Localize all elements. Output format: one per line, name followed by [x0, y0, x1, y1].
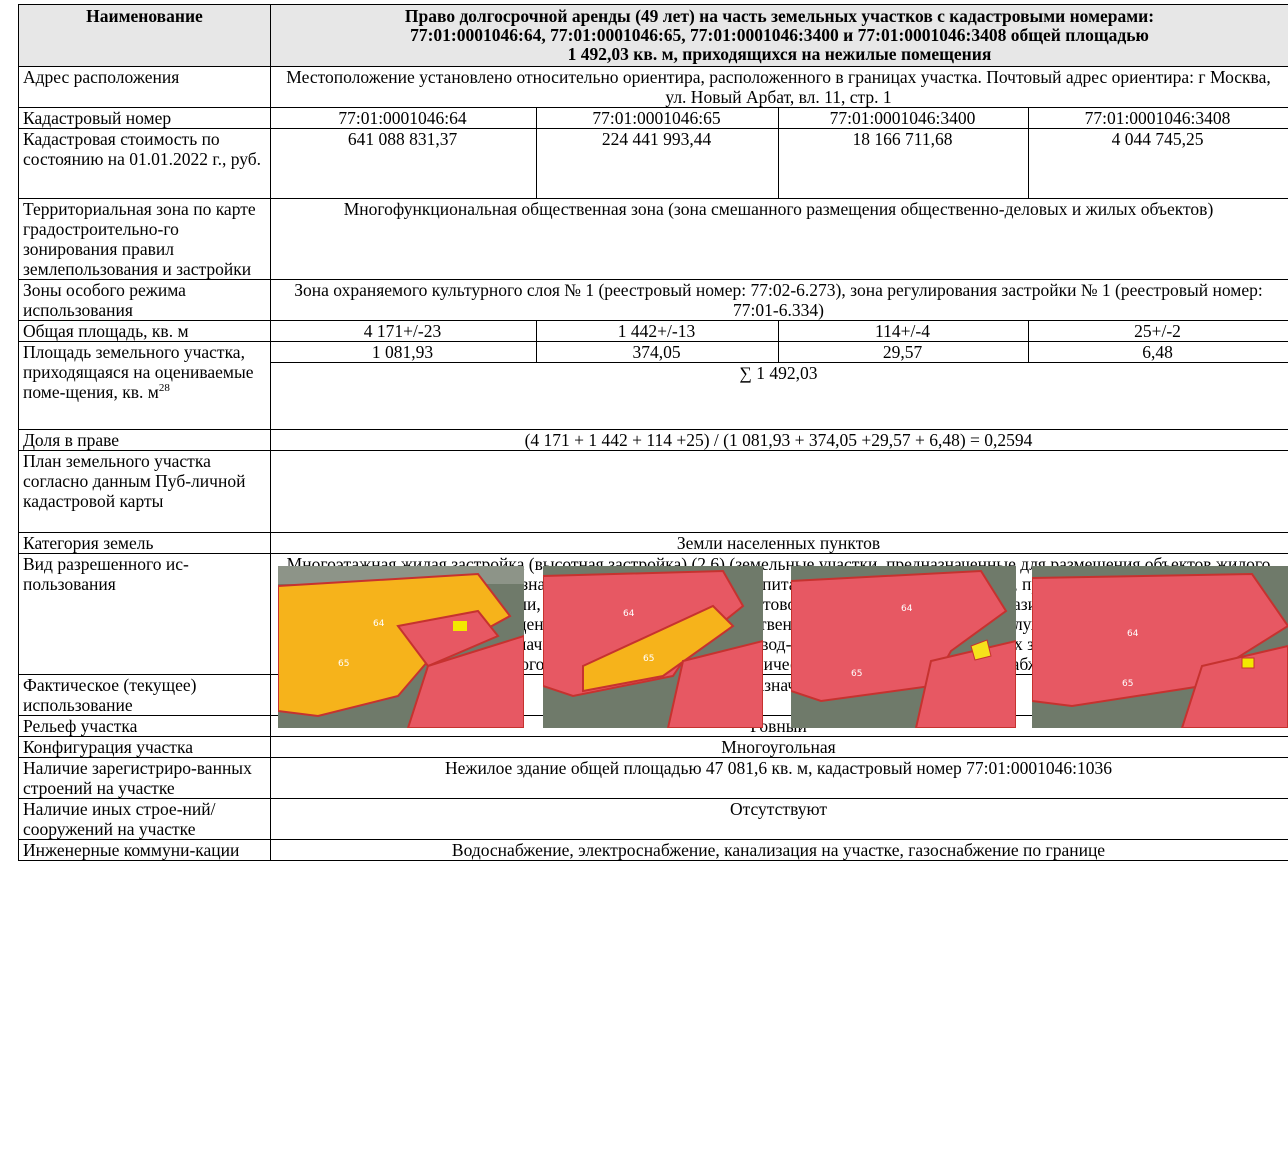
- plan-map-3408: 64 65: [1032, 566, 1288, 728]
- cost-3400: 18 166 711,68: [778, 128, 1029, 199]
- label-configuration: Конфигурация участка: [18, 736, 271, 758]
- row-category: Категория земель Земли населенных пункто…: [18, 532, 1288, 554]
- label-other-buildings: Наличие иных строе-ний/сооружений на уча…: [18, 798, 271, 840]
- label-share: Доля в праве: [18, 429, 271, 451]
- area-share-65: 374,05: [536, 341, 779, 363]
- value-zone: Многофункциональная общественная зона (з…: [270, 198, 1288, 280]
- label-permitted-use: Вид разрешенного ис-пользования: [18, 553, 271, 675]
- area-total-64: 4 171+/-23: [270, 320, 537, 342]
- svg-text:65: 65: [851, 669, 862, 679]
- row-configuration: Конфигурация участка Многоугольная: [18, 736, 1288, 758]
- area-total-65: 1 442+/-13: [536, 320, 779, 342]
- svg-text:64: 64: [901, 604, 913, 614]
- row-cost: Кадастровая стоимость по состоянию на 01…: [18, 128, 1288, 199]
- land-table: Наименование Право долгосрочной аренды (…: [18, 4, 1288, 861]
- row-utilities: Инженерные коммуни-кации Водоснабжение, …: [18, 839, 1288, 861]
- row-area-total: Общая площадь, кв. м 4 171+/-23 1 442+/-…: [18, 320, 1288, 342]
- header-title: Право долгосрочной аренды (49 лет) на ча…: [270, 4, 1288, 67]
- plan-map-3400: 64 65: [791, 566, 1016, 728]
- area-share-3408: 6,48: [1028, 341, 1288, 363]
- value-registered-buildings: Нежилое здание общей площадью 47 081,6 к…: [270, 757, 1288, 799]
- label-cadastral: Кадастровый номер: [18, 107, 271, 129]
- svg-text:64: 64: [1127, 629, 1139, 639]
- label-special-zones: Зоны особого режима использования: [18, 279, 271, 321]
- value-special-zones: Зона охраняемого культурного слоя № 1 (р…: [270, 279, 1288, 321]
- cadastral-3400: 77:01:0001046:3400: [778, 107, 1029, 129]
- value-configuration: Многоугольная: [270, 736, 1288, 758]
- value-address: Местоположение установлено относительно …: [270, 66, 1288, 108]
- label-address: Адрес расположения: [18, 66, 271, 108]
- footnote-marker: 28: [158, 382, 170, 395]
- value-category: Земли населенных пунктов: [270, 532, 1288, 554]
- svg-text:65: 65: [643, 654, 654, 664]
- row-cadastral: Кадастровый номер 77:01:0001046:64 77:01…: [18, 107, 1288, 129]
- cost-64: 641 088 831,37: [270, 128, 537, 199]
- row-registered-buildings: Наличие зарегистриро-ванных строений на …: [18, 757, 1288, 799]
- plan-map-64: 64 65: [278, 566, 524, 728]
- plan-map-65: 64 65: [543, 566, 763, 728]
- cadastral-65: 77:01:0001046:65: [536, 107, 779, 129]
- row-special-zones: Зоны особого режима использования Зона о…: [18, 279, 1288, 321]
- label-actual-use: Фактическое (текущее) использование: [18, 674, 271, 716]
- svg-text:65: 65: [338, 659, 349, 669]
- label-category: Категория земель: [18, 532, 271, 554]
- row-zone: Территориальная зона по карте градострои…: [18, 198, 1288, 280]
- row-share: Доля в праве (4 171 + 1 442 + 114 +25) /…: [18, 429, 1288, 451]
- svg-text:64: 64: [623, 609, 635, 619]
- permitted-use-line1: Многоэтажная жилая застройка (высотная з…: [286, 554, 1271, 574]
- area-share-64: 1 081,93: [270, 341, 537, 363]
- row-plan: План земельного участка согласно данным …: [18, 450, 1288, 533]
- row-area-sum: ∑ 1 492,03: [19, 362, 1288, 430]
- label-registered-buildings: Наличие зарегистриро-ванных строений на …: [18, 757, 271, 799]
- cost-65: 224 441 993,44: [536, 128, 779, 199]
- area-share-sum: ∑ 1 492,03: [270, 362, 1288, 430]
- label-utilities: Инженерные коммуни-кации: [18, 839, 271, 861]
- value-share: (4 171 + 1 442 + 114 +25) / (1 081,93 + …: [270, 429, 1288, 451]
- plan-images: 64 65 64 65 64 65 64 65: [278, 566, 1288, 728]
- svg-text:65: 65: [1122, 679, 1133, 689]
- row-other-buildings: Наличие иных строе-ний/сооружений на уча…: [18, 798, 1288, 840]
- row-address: Адрес расположения Местоположение устано…: [18, 66, 1288, 108]
- value-utilities: Водоснабжение, электроснабжение, канализ…: [270, 839, 1288, 861]
- header-row: Наименование Право долгосрочной аренды (…: [18, 4, 1288, 67]
- label-area-share: Площадь земельного участка, приходящаяся…: [18, 341, 271, 430]
- cost-3408: 4 044 745,25: [1028, 128, 1288, 199]
- label-zone: Территориальная зона по карте градострои…: [18, 198, 271, 280]
- area-total-3408: 25+/-2: [1028, 320, 1288, 342]
- value-plan: [270, 450, 1288, 533]
- label-relief: Рельеф участка: [18, 715, 271, 737]
- row-area-share: Площадь земельного участка, приходящаяся…: [18, 341, 1288, 430]
- area-total-3400: 114+/-4: [778, 320, 1029, 342]
- cadastral-64: 77:01:0001046:64: [270, 107, 537, 129]
- value-other-buildings: Отсутствуют: [270, 798, 1288, 840]
- area-share-3400: 29,57: [778, 341, 1029, 363]
- header-name: Наименование: [18, 4, 271, 67]
- label-cost: Кадастровая стоимость по состоянию на 01…: [18, 128, 271, 199]
- svg-text:64: 64: [373, 619, 385, 629]
- label-plan: План земельного участка согласно данным …: [18, 450, 271, 533]
- label-area-total: Общая площадь, кв. м: [18, 320, 271, 342]
- cadastral-3408: 77:01:0001046:3408: [1028, 107, 1288, 129]
